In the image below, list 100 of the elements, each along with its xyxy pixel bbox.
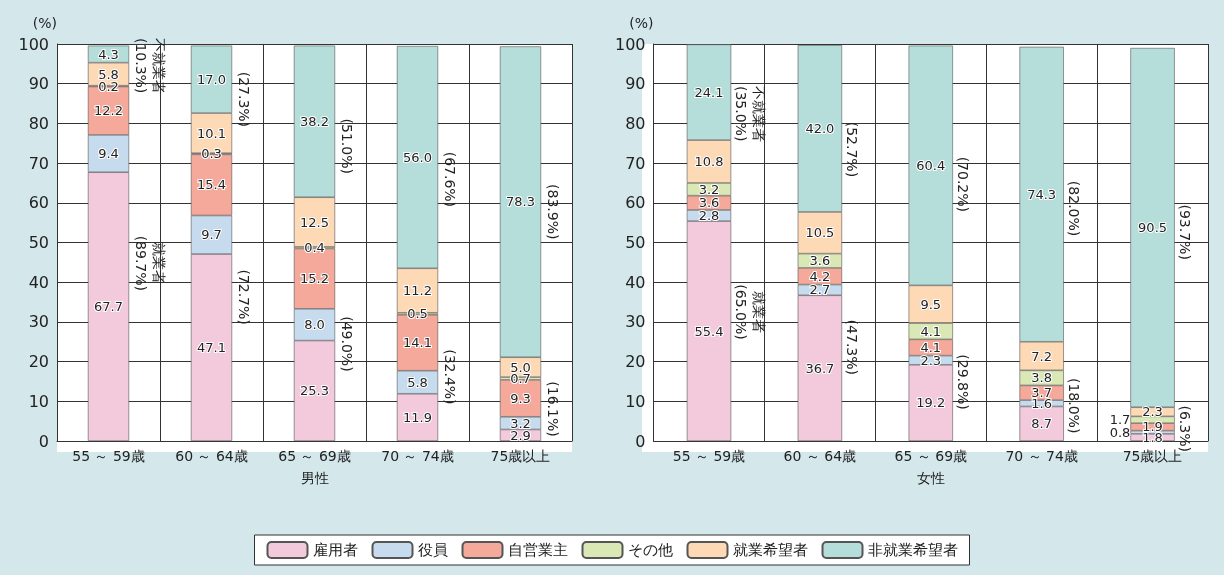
- data-label: 55.4: [694, 323, 724, 339]
- data-label: 17.0: [197, 71, 226, 87]
- data-label: 4.3: [98, 46, 119, 62]
- annotation: (83.9%): [544, 184, 561, 240]
- y-tick-label: 70: [625, 153, 646, 173]
- data-label: 38.2: [300, 113, 329, 129]
- data-label: 5.8: [407, 374, 428, 390]
- legend-label: 就業希望者: [732, 541, 808, 559]
- annotation: 不就業者: [750, 85, 767, 142]
- data-label: 47.1: [197, 340, 226, 356]
- data-label: 9.4: [98, 146, 119, 162]
- legend-label: 自営業主: [507, 541, 568, 559]
- data-label: 78.3: [506, 194, 535, 210]
- annotation: (47.3%): [843, 319, 860, 376]
- y-tick-label: 30: [28, 312, 49, 332]
- annotation: 就業者: [750, 290, 767, 333]
- annotation: (32.4%): [441, 349, 458, 405]
- data-label: 60.4: [916, 157, 946, 173]
- x-tick-label: 75歳以上: [490, 448, 551, 464]
- y-tick-label: 60: [28, 193, 49, 213]
- annotation: (82.0%): [1065, 180, 1082, 237]
- x-axis-title: 女性: [916, 470, 945, 486]
- legend-label: 役員: [417, 541, 448, 559]
- legend-label: 雇用者: [312, 541, 358, 559]
- y-tick-label: 40: [625, 272, 646, 292]
- data-label: 42.0: [805, 121, 835, 137]
- data-label: 36.7: [805, 360, 835, 376]
- data-label: 10.8: [694, 154, 724, 170]
- data-label: 0.5: [407, 306, 428, 322]
- data-label: 8.7: [1031, 416, 1053, 432]
- y-tick-label: 50: [625, 233, 646, 252]
- y-tick-label: 0: [38, 431, 49, 451]
- data-label: 4.1: [920, 323, 942, 339]
- annotation: (16.1%): [544, 381, 561, 437]
- annotation: (72.7%): [235, 269, 252, 325]
- data-label: 7.2: [1031, 348, 1053, 364]
- x-axis-title: 男性: [300, 470, 329, 486]
- annotation: 不就業者: [150, 37, 167, 94]
- data-label: 4.2: [809, 268, 831, 284]
- data-label: 2.8: [698, 208, 720, 223]
- data-label: 15.4: [197, 177, 226, 193]
- annotation: (93.7%): [1176, 204, 1193, 260]
- annotation: (35.0%): [732, 85, 749, 142]
- annotation: (70.2%): [954, 156, 971, 213]
- data-label: 9.7: [201, 227, 222, 243]
- y-tick-label: 30: [625, 312, 646, 332]
- data-label: 0.4: [304, 240, 325, 256]
- data-label: 14.1: [403, 335, 432, 351]
- x-tick-label: 65 ～ 69歳: [894, 448, 968, 464]
- data-label: 10.1: [197, 125, 226, 141]
- data-label: 8.0: [304, 317, 325, 333]
- annotation: (49.0%): [338, 316, 355, 372]
- data-label: 10.5: [805, 225, 835, 241]
- x-tick-label: 60 ～ 64歳: [175, 448, 248, 464]
- data-label: 3.8: [1031, 370, 1053, 386]
- data-label: 11.9: [403, 409, 432, 425]
- annotation: (89.7%): [132, 235, 149, 292]
- data-label: 12.5: [300, 214, 329, 230]
- y-tick-label: 100: [18, 34, 49, 54]
- x-tick-label: 65 ～ 69歳: [278, 448, 351, 464]
- y-tick-label: 80: [28, 113, 49, 133]
- x-tick-label: 55 ～ 59歳: [672, 448, 746, 464]
- y-tick-label: 0: [635, 431, 646, 451]
- data-label: 2.7: [809, 282, 831, 298]
- data-label: 3.6: [698, 195, 720, 211]
- data-label: 3.6: [809, 253, 831, 269]
- data-label: 3.2: [698, 181, 720, 197]
- y-tick-label: 50: [28, 233, 49, 252]
- y-axis-title: (%): [32, 15, 57, 31]
- y-tick-label: 100: [614, 34, 646, 54]
- data-label: 9.3: [510, 390, 531, 406]
- y-tick-label: 70: [28, 153, 49, 173]
- data-label: 90.5: [1138, 220, 1168, 236]
- data-label: 24.1: [694, 84, 724, 100]
- annotation: 就業者: [150, 242, 167, 285]
- data-label: 2.3: [1142, 404, 1163, 420]
- data-label: 19.2: [916, 395, 946, 411]
- x-tick-label: 55 ～ 59歳: [72, 448, 145, 464]
- y-tick-label: 90: [28, 74, 49, 94]
- annotation: (65.0%): [732, 284, 749, 340]
- data-label: 12.2: [94, 103, 123, 119]
- legend-label: その他: [627, 541, 673, 559]
- data-label: 67.7: [94, 299, 123, 315]
- annotation: (51.0%): [338, 118, 355, 174]
- y-tick-label: 80: [625, 113, 646, 133]
- y-tick-label: 10: [28, 391, 49, 411]
- data-label: 56.0: [403, 149, 432, 165]
- annotation: (27.3%): [235, 71, 252, 128]
- annotation: (67.6%): [441, 151, 458, 208]
- data-label: 5.0: [510, 359, 531, 375]
- y-tick-label: 40: [28, 272, 49, 292]
- data-label: 11.2: [403, 283, 432, 299]
- x-tick-label: 60 ～ 64歳: [783, 448, 857, 464]
- y-tick-label: 10: [625, 391, 646, 411]
- data-label: 0.3: [201, 146, 222, 162]
- annotation: (6.3%): [1176, 405, 1193, 452]
- x-tick-label: 70 ～ 74歳: [1005, 448, 1078, 464]
- annotation: (29.8%): [954, 354, 971, 410]
- legend-label: 非就業希望者: [867, 541, 958, 559]
- y-axis-title: (%): [629, 15, 654, 31]
